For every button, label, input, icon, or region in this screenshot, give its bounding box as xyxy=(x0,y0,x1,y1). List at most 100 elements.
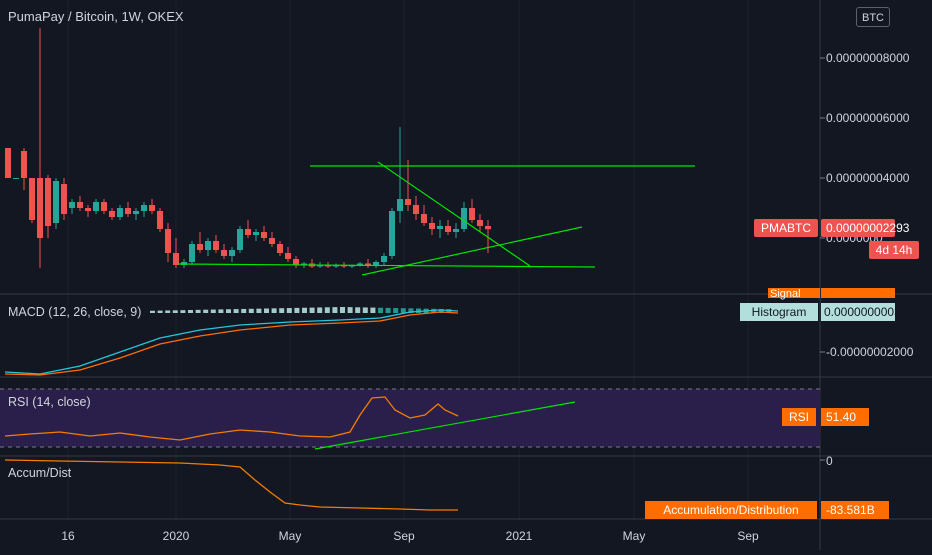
candle-body xyxy=(269,238,275,244)
histogram-value: 0.00000000035 xyxy=(824,305,908,319)
countdown-tag-bg xyxy=(869,241,919,259)
time-axis-label: 16 xyxy=(61,529,75,543)
candle-body xyxy=(101,202,107,211)
ascending-trendline xyxy=(361,226,583,276)
macd-histogram-bar xyxy=(218,309,224,313)
candle-body xyxy=(173,253,179,265)
candle-body xyxy=(125,208,131,214)
candle-body xyxy=(21,151,27,178)
candle-body xyxy=(69,202,75,208)
last-price-tag-bg xyxy=(821,219,895,237)
candle-body xyxy=(413,205,419,214)
candle-body xyxy=(237,229,243,250)
candle-body xyxy=(133,211,139,214)
rsi-value: 51.40 xyxy=(826,410,856,424)
candle-body xyxy=(141,205,147,211)
macd-line xyxy=(4,309,459,375)
macd-histogram-bar xyxy=(256,308,262,313)
candle-body xyxy=(157,211,163,229)
accum-label[interactable]: Accum/Dist xyxy=(8,466,72,480)
candle-body xyxy=(109,211,115,217)
accum-tag: Accumulation/Distribution xyxy=(663,503,798,517)
time-axis-label: 2021 xyxy=(506,529,533,543)
macd-histogram-bar xyxy=(309,307,315,313)
macd-histogram-bar xyxy=(150,310,155,313)
candle-body xyxy=(117,208,123,217)
macd-histogram-bar xyxy=(271,308,277,313)
candle-body xyxy=(13,178,19,179)
candle-body xyxy=(37,178,43,238)
candle-body xyxy=(285,253,291,259)
candle-body xyxy=(373,262,379,265)
rsi-tag: RSI xyxy=(789,410,809,424)
macd-histogram-bar xyxy=(408,308,414,313)
signal-line xyxy=(4,311,459,376)
macd-histogram-bar xyxy=(332,307,338,313)
currency-button[interactable]: BTC xyxy=(856,7,890,27)
candle-body xyxy=(277,244,283,253)
histogram-tag-bg xyxy=(740,303,818,321)
macd-histogram-bar xyxy=(248,308,254,313)
last-price-tag: 0.00000002293 xyxy=(826,221,910,235)
candle-body xyxy=(253,232,259,235)
signal-value-bg xyxy=(821,288,895,298)
histogram-value-bg xyxy=(821,303,895,321)
candle-body xyxy=(301,263,307,265)
macd-histogram-bar xyxy=(302,307,307,313)
candle-body xyxy=(93,202,99,211)
candle-body xyxy=(213,241,219,250)
rsi-value-bg xyxy=(821,408,869,426)
macd-histogram-bar xyxy=(400,308,406,313)
candle-body xyxy=(325,265,331,267)
macd-histogram-bar xyxy=(233,309,239,313)
macd-histogram-bar xyxy=(362,307,368,313)
candle-body xyxy=(365,263,371,265)
histogram-tag: Histogram xyxy=(752,305,807,319)
candle-body xyxy=(5,148,11,178)
candle-body xyxy=(261,232,267,238)
price-tick-label: 0.00000008000 xyxy=(826,51,910,65)
macd-histogram-bar xyxy=(203,309,209,313)
candle-body xyxy=(357,263,363,265)
macd-histogram-bar xyxy=(188,310,193,313)
candle-body xyxy=(77,202,83,208)
rsi-label[interactable]: RSI (14, close) xyxy=(8,395,91,409)
candle-body xyxy=(45,178,51,226)
macd-histogram-bar xyxy=(226,309,231,313)
accum-value-bg xyxy=(821,501,889,519)
time-axis-label: 2020 xyxy=(163,529,190,543)
candle-body xyxy=(245,229,251,235)
signal-tag: Signal xyxy=(770,288,801,300)
macd-histogram-bar xyxy=(210,309,216,313)
candle-body xyxy=(485,226,491,230)
macd-histogram-bar xyxy=(241,308,247,313)
candle-body xyxy=(477,220,483,226)
candle-body xyxy=(421,214,427,223)
macd-histogram-bar xyxy=(195,309,201,313)
candle-body xyxy=(61,184,67,214)
candle-body xyxy=(333,265,339,267)
macd-histogram-bar xyxy=(172,310,178,313)
candle-body xyxy=(197,244,203,250)
macd-histogram-bar xyxy=(393,308,399,313)
macd-histogram-bar xyxy=(317,307,323,313)
accum-value: -83.581B xyxy=(826,503,875,517)
macd-histogram-bar xyxy=(264,308,269,313)
candle-body xyxy=(389,211,395,256)
candle-body xyxy=(29,178,35,220)
candle-body xyxy=(165,229,171,253)
candle-body xyxy=(85,208,91,211)
macd-histogram-bar xyxy=(157,310,163,313)
countdown-tag: 4d 14h xyxy=(876,243,913,257)
chart-title: PumaPay / Bitcoin, 1W, OKEX xyxy=(8,9,184,24)
macd-tick-label: -0.00000002000 xyxy=(826,345,914,359)
candle-body xyxy=(205,241,211,250)
macd-histogram-bar xyxy=(378,307,383,313)
rsi-trendline xyxy=(314,401,576,450)
macd-label[interactable]: MACD (12, 26, close, 9) xyxy=(8,305,142,319)
macd-histogram-bar xyxy=(355,307,361,313)
macd-histogram-bar xyxy=(438,308,444,313)
candle-body xyxy=(229,250,235,256)
candle-body xyxy=(397,199,403,211)
